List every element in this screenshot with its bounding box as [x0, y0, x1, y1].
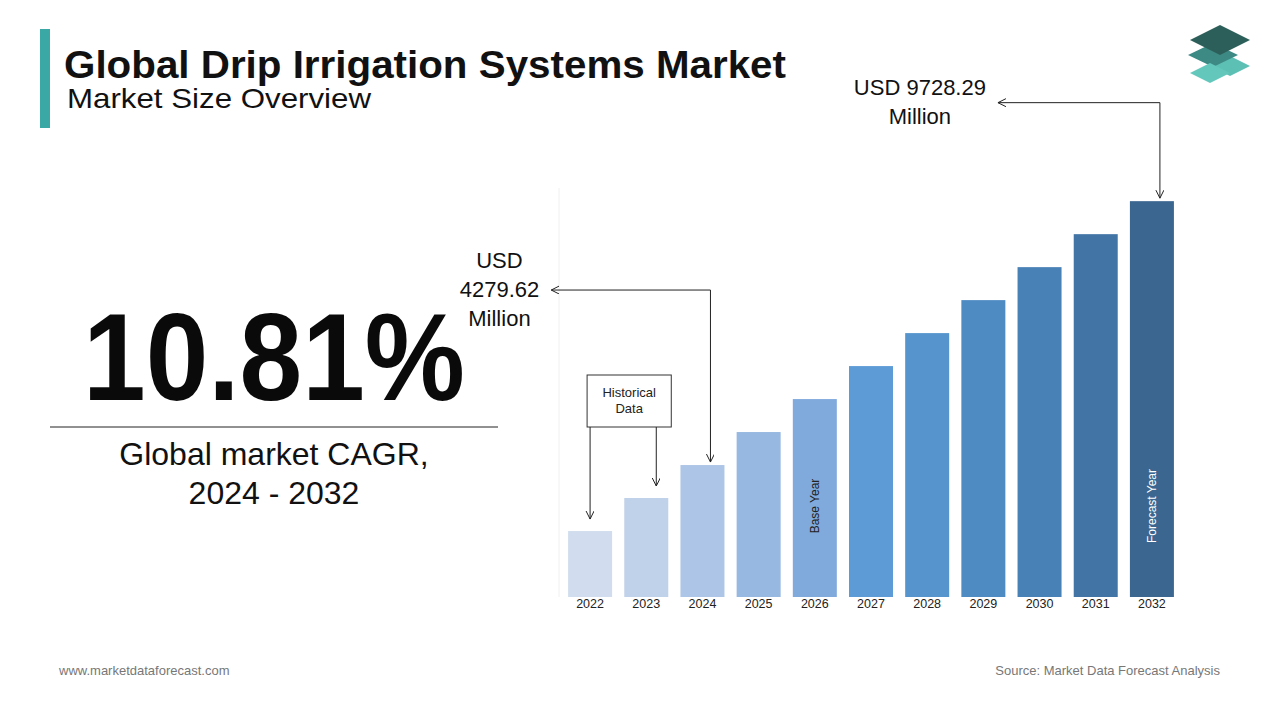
title-accent: [40, 29, 50, 128]
x-tick-label: 2027: [857, 597, 885, 611]
text-line: Million: [889, 104, 951, 129]
x-tick-label: 2022: [576, 597, 604, 611]
x-tick-label: 2023: [632, 597, 660, 611]
text-line: Historical: [602, 385, 656, 400]
bar: [680, 465, 724, 597]
x-tick-label: 2024: [689, 597, 717, 611]
bar-annotation: Forecast Year: [1145, 469, 1159, 543]
bar: [905, 333, 949, 597]
text-line: Million: [468, 306, 530, 331]
bar: [1074, 234, 1118, 597]
footer-website: www.marketdataforecast.com: [58, 663, 230, 678]
historical-arrow: [590, 427, 591, 519]
x-tick-label: 2030: [1026, 597, 1054, 611]
cagr-divider: [50, 427, 498, 428]
x-tick-label: 2026: [801, 597, 829, 611]
cagr-value: 10.81%: [83, 288, 465, 426]
x-tick-label: 2032: [1138, 597, 1166, 611]
footer-source: Source: Market Data Forecast Analysis: [995, 663, 1220, 678]
text-line: Data: [615, 401, 643, 416]
text-line: 4279.62: [460, 277, 540, 302]
x-tick-label: 2031: [1082, 597, 1110, 611]
logo: [1188, 25, 1250, 83]
value-label: USD 9728.29 Million: [854, 75, 986, 129]
value-label-arrow: [998, 103, 1160, 199]
bar: [1130, 201, 1174, 597]
bar: [737, 432, 781, 597]
bar: [961, 300, 1005, 597]
cagr-caption: Global market CAGR,2024 - 2032: [119, 436, 428, 511]
bar: [624, 498, 668, 597]
bar: [849, 366, 893, 597]
logo-layer: [1190, 63, 1230, 83]
chart-subtitle: Market Size Overview: [67, 83, 372, 114]
value-axis-line: [559, 188, 560, 597]
bars: [568, 201, 1174, 597]
text-line: USD: [476, 248, 522, 273]
page: Chart html, body { margin: 0; padding: 0…: [0, 0, 1280, 720]
chart-canvas: Global Drip Irrigation Systems MarketMar…: [0, 0, 1280, 720]
page-body: {"chart_data": { "type": "bar", "title":…: [0, 0, 1280, 720]
value-label: USD 4279.62 Million: [460, 248, 540, 331]
bar: [1018, 267, 1062, 597]
chart-title: Global Drip Irrigation Systems Market: [64, 44, 786, 86]
historical-arrow: [656, 427, 657, 486]
logo-layer: [1190, 25, 1250, 55]
text-line: USD 9728.29: [854, 75, 986, 100]
x-tick-label: 2029: [969, 597, 997, 611]
value-label-arrow: [551, 290, 710, 462]
historical-box: [587, 375, 671, 427]
bar-annotation: Base Year: [808, 479, 822, 534]
historical-label: HistoricalData: [602, 385, 656, 416]
x-tick-label: 2028: [913, 597, 941, 611]
text-line: 2024 - 2032: [189, 475, 360, 511]
text-line: Global market CAGR,: [119, 436, 428, 472]
x-tick-label: 2025: [745, 597, 773, 611]
bar: [568, 531, 612, 597]
bar: [793, 399, 837, 597]
